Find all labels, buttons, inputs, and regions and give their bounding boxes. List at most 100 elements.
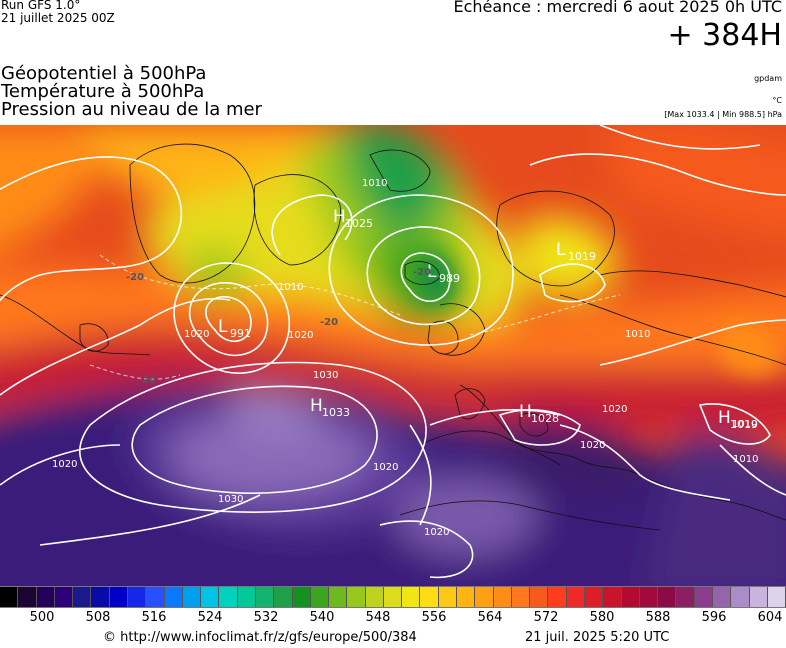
pressure-center-type: L xyxy=(427,262,437,282)
coastlines xyxy=(0,143,786,531)
temperature-isotherms xyxy=(89,254,621,380)
color-scale-cell xyxy=(146,587,165,607)
pressure-center: H 1033 xyxy=(310,396,350,419)
color-scale-cell xyxy=(73,587,92,607)
color-scale-cell xyxy=(475,587,494,607)
forecast-horizon: + 384H xyxy=(667,18,783,53)
pressure-center-type: H xyxy=(519,402,532,422)
pressure-center-value: 989 xyxy=(439,272,460,285)
unit-geopotential: gpdam xyxy=(754,74,782,83)
isobar-label: 1010 xyxy=(362,178,387,189)
weather-map: H 1025 L 989 L 991 L 1019 H 1033 H 1028 H 1019 1010 10… xyxy=(0,125,786,586)
color-scale-cell xyxy=(109,587,128,607)
isobar-label: 1020 xyxy=(52,459,77,470)
color-scale-cell xyxy=(420,587,439,607)
param-geopotential: Géopotentiel à 500hPa xyxy=(1,63,207,84)
isobar-label: 1020 xyxy=(373,462,398,473)
color-scale-cell xyxy=(530,587,549,607)
color-scale-cell xyxy=(493,587,512,607)
color-scale-label: 548 xyxy=(365,610,391,625)
color-scale-cell xyxy=(767,587,786,607)
color-scale-label: 556 xyxy=(421,610,447,625)
color-scale-cell xyxy=(347,587,366,607)
color-scale-cell xyxy=(164,587,183,607)
color-scale-cell xyxy=(274,587,293,607)
temperature-label: -20 xyxy=(126,272,144,283)
pressure-center-type: L xyxy=(218,317,228,337)
pressure-center-value: 1025 xyxy=(345,217,373,230)
pressure-center: L 989 xyxy=(427,262,460,285)
color-scale-cell xyxy=(255,587,275,607)
color-scale-cell xyxy=(310,587,330,607)
color-scale-cell xyxy=(292,587,311,607)
temperature-label: -20 xyxy=(413,267,431,278)
color-scale-bar xyxy=(0,586,786,608)
color-scale-cell xyxy=(749,587,768,607)
isobar-label: 1020 xyxy=(602,404,627,415)
color-scale-label: 604 xyxy=(757,610,783,625)
color-scale-cell xyxy=(676,587,695,607)
color-scale-cell xyxy=(457,587,476,607)
isobars xyxy=(0,125,786,579)
pressure-center-value: 1033 xyxy=(322,406,350,419)
generation-date: 21 juil. 2025 5:20 UTC xyxy=(525,630,670,645)
color-scale-cell xyxy=(731,587,750,607)
pressure-center-type: H xyxy=(333,207,346,227)
color-scale-cell xyxy=(603,587,622,607)
pressure-center: H 1025 xyxy=(333,207,373,230)
isobar-label: 1020 xyxy=(580,440,605,451)
isobar-labels: 1010 1010 1020 1030 1020 1030 1020 1020 1020 1010… xyxy=(52,178,758,538)
color-scale-cell xyxy=(365,587,384,607)
color-scale-cell xyxy=(712,587,732,607)
param-pressure: Pression au niveau de la mer xyxy=(1,99,262,120)
color-scale-cell xyxy=(237,587,256,607)
isobar-label: 1010 xyxy=(733,454,758,465)
pressure-center: H 1028 xyxy=(519,402,559,425)
color-scale-cell xyxy=(402,587,421,607)
run-model-label: Run GFS 1.0° xyxy=(1,0,81,12)
color-scale-label: 532 xyxy=(253,610,279,625)
isobar-label: 1020 xyxy=(288,330,313,341)
color-scale-labels: 500 508 516 524 532 540 548 556 564 572 580 588 596 6… xyxy=(0,610,786,628)
color-scale-cell xyxy=(329,587,348,607)
pressure-center: H 1019 xyxy=(718,408,758,431)
pressure-center-value: 1019 xyxy=(568,250,596,263)
isobar-label: 1010 xyxy=(732,419,757,430)
color-scale-label: 580 xyxy=(589,610,615,625)
isobar-label: 1010 xyxy=(625,329,650,340)
isobar-label: 1010 xyxy=(278,282,303,293)
color-scale-label: 572 xyxy=(533,610,559,625)
color-scale-cell xyxy=(91,587,110,607)
color-scale-cell xyxy=(585,587,604,607)
pressure-center: L 991 xyxy=(218,317,251,340)
color-scale-cell xyxy=(127,587,147,607)
color-scale-label: 524 xyxy=(197,610,223,625)
color-scale-cell xyxy=(182,587,202,607)
color-scale-cell xyxy=(0,587,19,607)
isobar-label: 1020 xyxy=(424,527,449,538)
run-date-label: 21 juillet 2025 00Z xyxy=(1,11,115,25)
pressure-center: L 1019 xyxy=(556,240,596,263)
color-scale-label: 500 xyxy=(29,610,55,625)
isobar-label: 1030 xyxy=(218,494,243,505)
color-scale-cell xyxy=(694,587,713,607)
pressure-center-value: 991 xyxy=(230,327,251,340)
color-scale-label: 508 xyxy=(85,610,111,625)
color-scale-label: 540 xyxy=(309,610,335,625)
forecast-valid-time: Echéance : mercredi 6 aout 2025 0h UTC xyxy=(453,0,782,16)
pressure-center-value: 1028 xyxy=(531,412,559,425)
color-scale-cell xyxy=(658,587,677,607)
unit-temperature: °C xyxy=(772,96,782,105)
color-scale-cell xyxy=(201,587,220,607)
temperature-label: -20 xyxy=(320,317,338,328)
color-scale-cell xyxy=(383,587,403,607)
color-scale-label: 596 xyxy=(701,610,727,625)
color-scale-cell xyxy=(438,587,458,607)
pressure-center-value: 1019 xyxy=(730,418,758,431)
pressure-center-type: L xyxy=(556,240,566,260)
color-scale-label: 564 xyxy=(477,610,503,625)
color-scale-label: 588 xyxy=(645,610,671,625)
color-scale-cell xyxy=(511,587,531,607)
